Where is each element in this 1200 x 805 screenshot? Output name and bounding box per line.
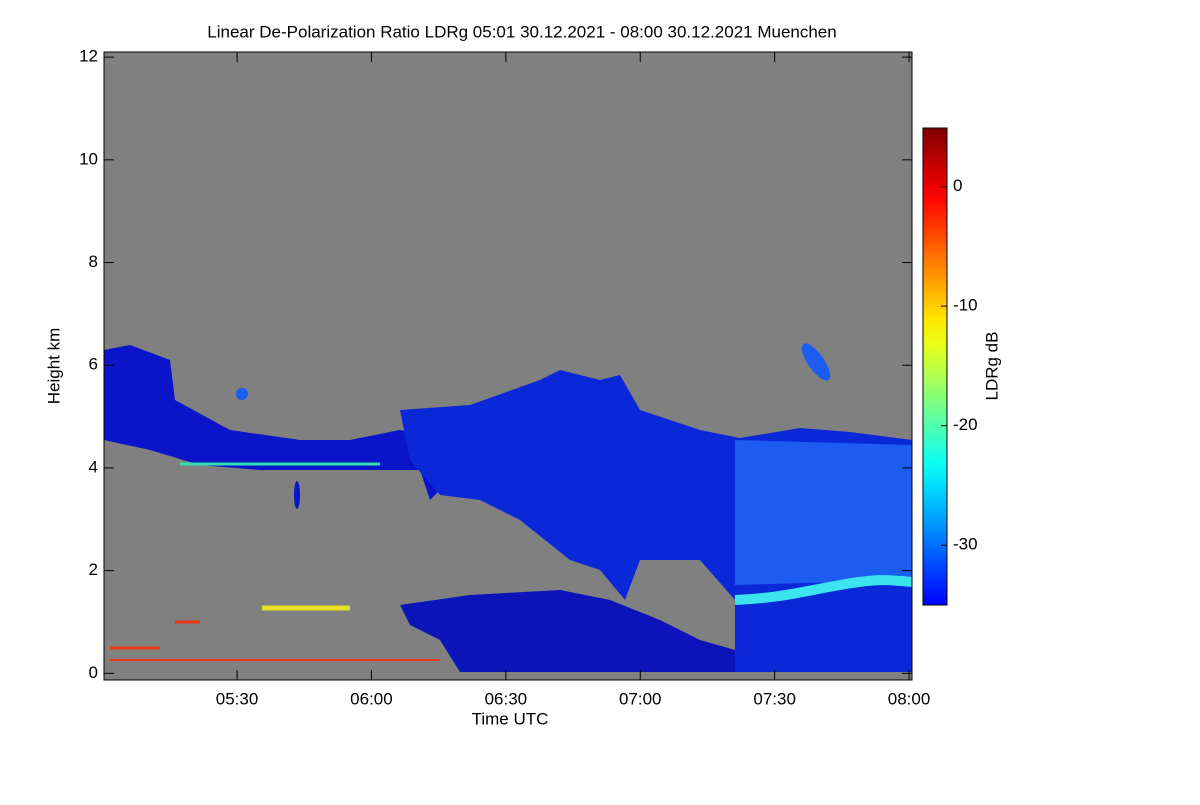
x-tick-label: 05:30 xyxy=(216,689,259,708)
y-tick-label: 6 xyxy=(89,355,98,374)
y-tick-label: 0 xyxy=(89,663,98,682)
y-tick-label: 10 xyxy=(79,149,98,168)
x-tick-label: 06:00 xyxy=(350,689,393,708)
y-tick-label: 12 xyxy=(79,47,98,66)
y-tick-label: 2 xyxy=(89,560,98,579)
colorbar xyxy=(922,127,948,606)
chart-title: Linear De-Polarization Ratio LDRg 05:01 … xyxy=(207,22,836,41)
colorbar-tick-label: -30 xyxy=(953,535,978,554)
x-tick-label: 07:30 xyxy=(753,689,796,708)
colorbar-tick-label: -20 xyxy=(953,415,978,434)
colorbar-tick-label: 0 xyxy=(953,176,962,195)
y-tick-label: 4 xyxy=(89,457,98,476)
y-tick-label: 8 xyxy=(89,252,98,271)
heatmap-image xyxy=(104,52,913,680)
x-tick-label: 07:00 xyxy=(619,689,662,708)
plot-frame xyxy=(103,51,913,681)
x-axis-label: Time UTC xyxy=(472,709,549,728)
x-tick-label: 08:00 xyxy=(888,689,931,708)
colorbar-tick-label: -10 xyxy=(953,296,978,315)
colorbar-label: LDRg dB xyxy=(982,332,1001,401)
y-axis-label: Height km xyxy=(44,328,63,405)
x-tick-label: 06:30 xyxy=(485,689,528,708)
